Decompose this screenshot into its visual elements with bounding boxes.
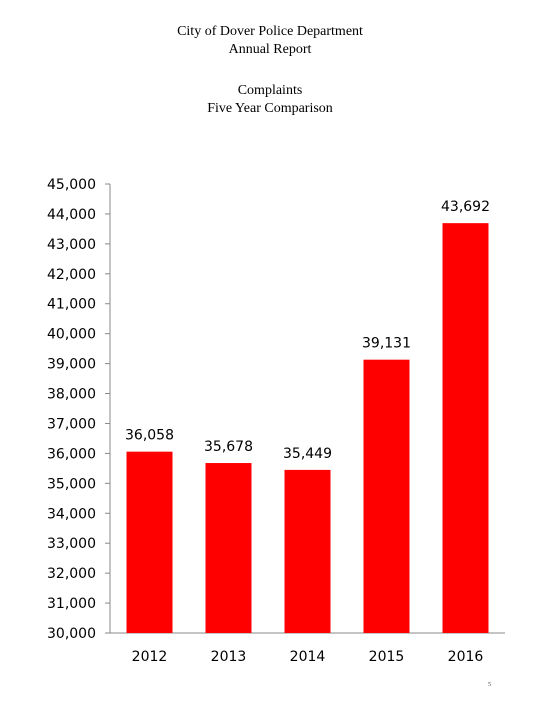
bar (363, 359, 410, 633)
y-tick-label: 36,000 (47, 446, 96, 462)
y-tick-label: 33,000 (47, 536, 96, 552)
y-tick-label: 38,000 (47, 387, 96, 403)
y-tick-label: 44,000 (47, 207, 96, 223)
bar (442, 223, 489, 633)
x-tick-label: 2015 (369, 649, 405, 665)
bar (126, 451, 173, 633)
x-tick-label: 2012 (132, 649, 168, 665)
x-tick-label: 2016 (448, 649, 484, 665)
data-label: 36,058 (125, 428, 174, 444)
y-tick-label: 42,000 (47, 267, 96, 283)
report-name: Annual Report (228, 42, 312, 57)
report-header: City of Dover Police Department Annual R… (0, 23, 540, 59)
y-tick-label: 43,000 (47, 237, 96, 253)
org-name: City of Dover Police Department (177, 24, 363, 39)
y-tick-label: 30,000 (47, 626, 96, 642)
y-tick-label: 35,000 (47, 476, 96, 492)
chart-heading: Complaints Five Year Comparison (0, 82, 540, 118)
data-label: 39,131 (362, 336, 411, 352)
y-tick-label: 37,000 (47, 416, 96, 432)
bar (284, 469, 331, 633)
y-tick-label: 32,000 (47, 566, 96, 582)
x-tick-label: 2014 (290, 649, 326, 665)
x-tick-label: 2013 (211, 649, 247, 665)
y-tick-label: 40,000 (47, 327, 96, 343)
y-tick-label: 34,000 (47, 506, 96, 522)
chart-subtitle: Five Year Comparison (207, 101, 333, 116)
data-label: 43,692 (441, 199, 490, 215)
page-number: 5 (488, 682, 491, 688)
chart-title: Complaints (237, 83, 303, 98)
y-tick-label: 31,000 (47, 596, 96, 612)
data-label: 35,678 (204, 439, 253, 455)
bar (205, 463, 252, 633)
y-tick-label: 39,000 (47, 357, 96, 373)
data-label: 35,449 (283, 446, 332, 462)
y-tick-label: 41,000 (47, 297, 96, 313)
y-tick-label: 45,000 (47, 177, 96, 193)
